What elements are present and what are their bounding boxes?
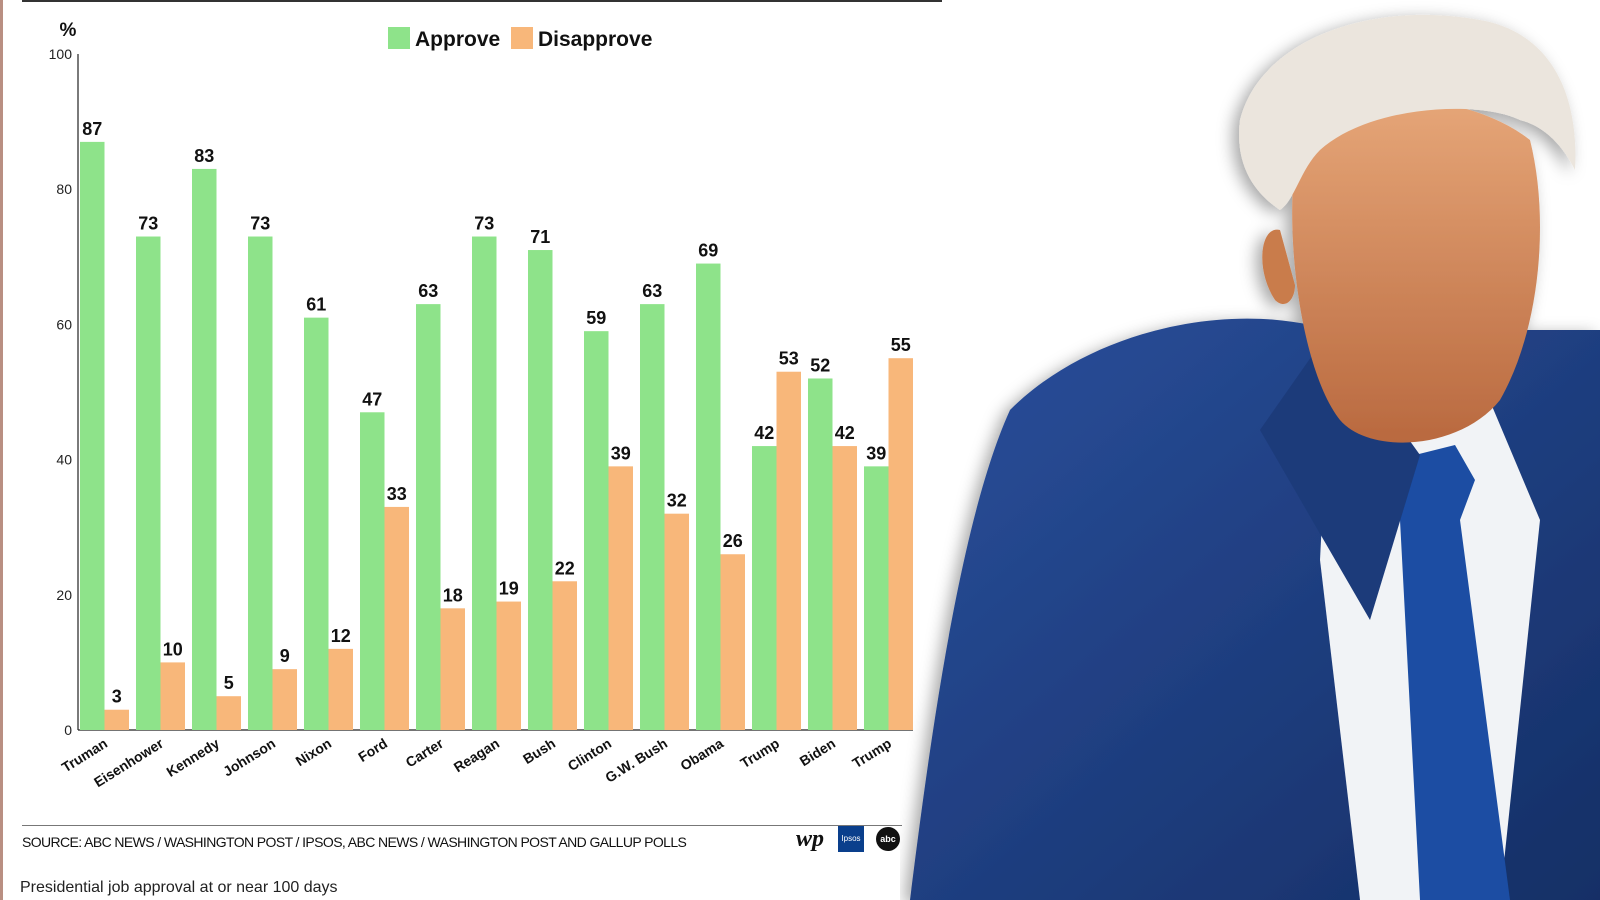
x-tick-label: Johnson — [220, 735, 278, 779]
data-label-approve: 47 — [362, 389, 382, 409]
data-label-approve: 39 — [866, 443, 886, 463]
bar-disapprove — [328, 648, 353, 730]
bar-approve — [416, 304, 441, 730]
ear — [1262, 229, 1295, 305]
x-tick-label: Trump — [849, 735, 894, 771]
abc-logo: abc — [876, 827, 900, 851]
y-tick-label: 60 — [56, 316, 72, 332]
bar-approve — [640, 304, 665, 730]
x-tick-label: G.W. Bush — [602, 735, 670, 786]
data-label-approve: 52 — [810, 355, 830, 375]
y-tick-label: 20 — [56, 587, 72, 603]
bar-approve — [752, 446, 777, 730]
x-tick-label: Kennedy — [163, 735, 222, 780]
image-border — [0, 0, 3, 900]
bar-disapprove — [608, 466, 633, 730]
data-label-disapprove: 10 — [163, 639, 183, 659]
y-axis-label: % — [60, 20, 77, 41]
data-label-disapprove: 9 — [280, 646, 290, 666]
data-label-disapprove: 39 — [611, 443, 631, 463]
data-label-disapprove: 32 — [667, 491, 687, 511]
bar-disapprove — [384, 506, 409, 730]
bar-approve — [192, 168, 217, 731]
x-tick-label: Trump — [737, 735, 782, 771]
data-label-approve: 83 — [194, 146, 214, 166]
bar-approve — [864, 466, 889, 730]
data-label-disapprove: 12 — [331, 626, 351, 646]
y-tick-label: 80 — [56, 181, 72, 197]
ipsos-logo: Ipsos — [838, 826, 864, 852]
data-label-disapprove: 26 — [723, 531, 743, 551]
data-label-approve: 61 — [306, 295, 326, 315]
y-tick-label: 40 — [56, 452, 72, 468]
bar-disapprove — [104, 709, 129, 730]
x-tick-label: Nixon — [293, 735, 334, 769]
data-label-approve: 73 — [250, 214, 270, 234]
source-note: SOURCE: ABC NEWS / WASHINGTON POST / IPS… — [22, 834, 687, 850]
bar-disapprove — [160, 662, 185, 730]
hair — [1239, 14, 1576, 210]
bar-disapprove — [832, 446, 857, 730]
x-tick-label: Biden — [797, 735, 838, 769]
legend-swatch-approve — [388, 27, 410, 49]
x-tick-label: Reagan — [451, 735, 502, 775]
data-label-approve: 73 — [138, 214, 158, 234]
bar-approve — [472, 236, 497, 730]
data-label-approve: 73 — [474, 214, 494, 234]
data-label-approve: 42 — [754, 423, 774, 443]
legend-label-approve: Approve — [415, 28, 500, 51]
bar-disapprove — [888, 358, 913, 730]
bar-disapprove — [496, 601, 521, 730]
legend-swatch-disapprove — [511, 27, 533, 49]
bar-approve — [808, 378, 833, 730]
data-label-disapprove: 3 — [112, 687, 122, 707]
x-tick-label: Carter — [403, 735, 447, 771]
data-label-approve: 69 — [698, 241, 718, 261]
bar-disapprove — [776, 371, 801, 730]
bar-disapprove — [720, 554, 745, 730]
tie — [1385, 445, 1510, 900]
data-label-disapprove: 33 — [387, 484, 407, 504]
top-rule — [22, 0, 942, 2]
bar-disapprove — [440, 608, 465, 730]
bar-approve — [248, 236, 273, 730]
bar-approve — [80, 141, 105, 730]
data-label-approve: 63 — [418, 281, 438, 301]
x-tick-label: Ford — [355, 735, 390, 765]
bar-disapprove — [664, 513, 689, 730]
source-divider — [22, 825, 902, 826]
bar-approve — [528, 250, 553, 731]
x-tick-label: Bush — [520, 735, 558, 767]
face — [1292, 99, 1540, 443]
x-tick-label: Obama — [677, 735, 726, 774]
bar-approve — [136, 236, 161, 730]
data-label-disapprove: 53 — [779, 349, 799, 369]
bar-disapprove — [216, 696, 241, 730]
data-label-disapprove: 18 — [443, 585, 463, 605]
data-label-disapprove: 19 — [499, 579, 519, 599]
data-label-approve: 87 — [82, 119, 102, 139]
bar-approve — [360, 412, 385, 730]
data-label-disapprove: 42 — [835, 423, 855, 443]
caption: Presidential job approval at or near 100… — [20, 879, 338, 896]
bar-disapprove — [552, 581, 577, 730]
washington-post-logo: wp — [795, 826, 824, 852]
data-label-approve: 71 — [530, 227, 550, 247]
data-label-approve: 59 — [586, 308, 606, 328]
data-label-disapprove: 55 — [891, 335, 911, 355]
legend-label-disapprove: Disapprove — [538, 28, 652, 51]
bar-approve — [696, 263, 721, 730]
data-label-disapprove: 22 — [555, 558, 575, 578]
data-label-disapprove: 5 — [224, 673, 234, 693]
portrait-photo — [910, 14, 1600, 900]
y-tick-label: 100 — [49, 46, 73, 62]
bar-approve — [584, 331, 609, 730]
y-tick-label: 0 — [64, 722, 72, 738]
data-label-approve: 63 — [642, 281, 662, 301]
bar-disapprove — [272, 669, 297, 730]
bar-approve — [304, 317, 329, 730]
